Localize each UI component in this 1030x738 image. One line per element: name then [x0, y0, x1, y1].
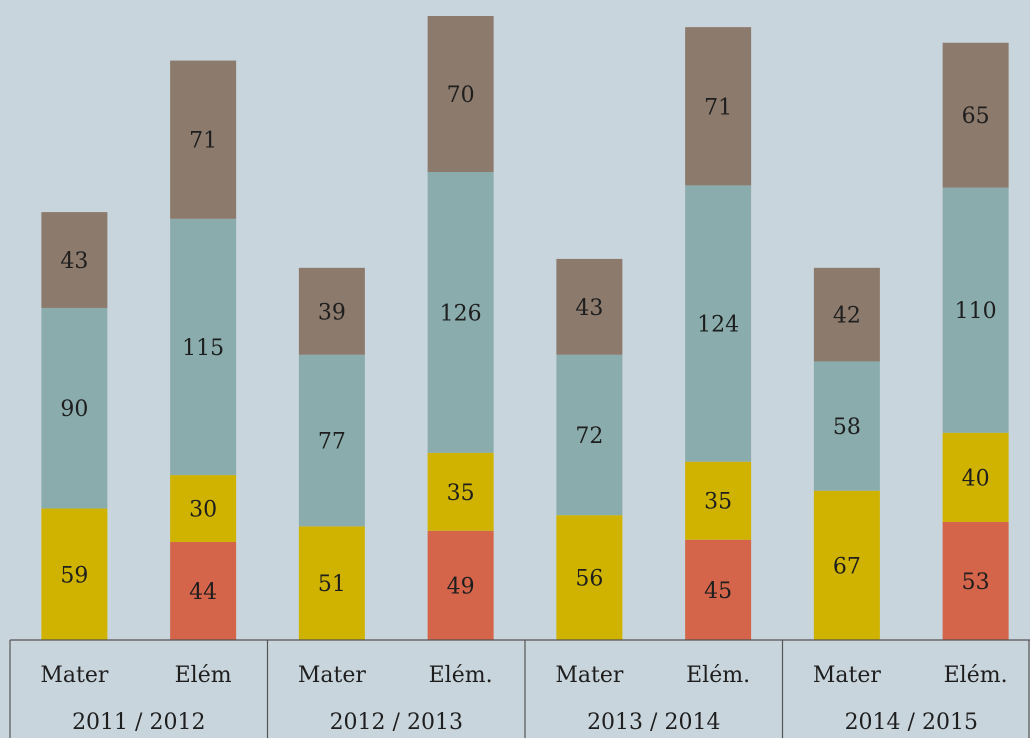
- value-label: 35: [704, 490, 732, 515]
- bar-segment: [685, 185, 752, 462]
- value-label: 30: [189, 498, 217, 523]
- bar-segment: [556, 354, 623, 516]
- bar-segment: [41, 212, 108, 308]
- bar-segment: [298, 526, 365, 640]
- x-tick-label: Mater: [298, 663, 367, 688]
- value-label: 110: [955, 299, 997, 324]
- value-label: 45: [704, 579, 732, 604]
- value-label: 39: [318, 300, 346, 325]
- value-label: 126: [440, 301, 482, 326]
- value-label: 77: [318, 430, 346, 455]
- value-label: 59: [60, 563, 88, 588]
- value-label: 71: [704, 95, 732, 120]
- x-tick-label: Mater: [40, 663, 109, 688]
- value-label: 53: [962, 570, 990, 595]
- x-tick-label: Elém.: [944, 663, 1008, 688]
- value-label: 43: [60, 249, 88, 274]
- value-label: 43: [575, 296, 603, 321]
- value-label: 58: [833, 415, 861, 440]
- value-label: 67: [833, 554, 861, 579]
- bar-segment: [298, 354, 365, 527]
- value-label: 124: [697, 313, 739, 338]
- value-label: 49: [447, 574, 475, 599]
- value-label: 71: [189, 129, 217, 154]
- bar-segment: [942, 432, 1009, 522]
- value-label: 51: [318, 572, 346, 597]
- x-tick-label: Mater: [813, 663, 882, 688]
- value-label: 56: [575, 567, 603, 592]
- value-label: 70: [447, 83, 475, 108]
- x-tick-label: Mater: [555, 663, 624, 688]
- bar-segment: [942, 521, 1009, 640]
- bar-segment: [41, 307, 108, 509]
- bar-segment: [556, 515, 623, 640]
- bar-segment: [556, 258, 623, 355]
- bar-segment: [813, 267, 880, 362]
- group-label: 2011 / 2012: [72, 710, 205, 735]
- x-tick-label: Elém.: [686, 663, 750, 688]
- bar-segment: [170, 475, 237, 542]
- bar-segment: [427, 452, 494, 531]
- bar-segment: [298, 267, 365, 355]
- value-label: 90: [60, 397, 88, 422]
- bar-segment: [685, 27, 752, 186]
- bar-segment: [942, 42, 1009, 188]
- group-label: 2013 / 2014: [587, 710, 720, 735]
- bar-segment: [427, 16, 494, 172]
- x-tick-label: Elém.: [429, 663, 493, 688]
- bar-segment: [813, 361, 880, 491]
- value-label: 35: [447, 481, 475, 506]
- value-label: 115: [182, 336, 224, 361]
- x-tick-label: Elém: [175, 663, 232, 688]
- bar-segment: [685, 539, 752, 640]
- bar-segment: [41, 508, 108, 640]
- value-label: 44: [189, 580, 217, 605]
- group-label: 2012 / 2013: [330, 710, 463, 735]
- bar-segment: [813, 490, 880, 640]
- value-label: 65: [962, 104, 990, 129]
- value-label: 72: [575, 424, 603, 449]
- bar-segment: [170, 60, 237, 219]
- bar-segment: [170, 541, 237, 640]
- bar-segment: [942, 187, 1009, 433]
- bar-segment: [685, 461, 752, 540]
- group-label: 2014 / 2015: [845, 710, 978, 735]
- bar-segment: [427, 172, 494, 453]
- value-label: 40: [962, 466, 990, 491]
- bar-segment: [427, 530, 494, 640]
- value-label: 42: [833, 304, 861, 329]
- bar-segment: [170, 218, 237, 476]
